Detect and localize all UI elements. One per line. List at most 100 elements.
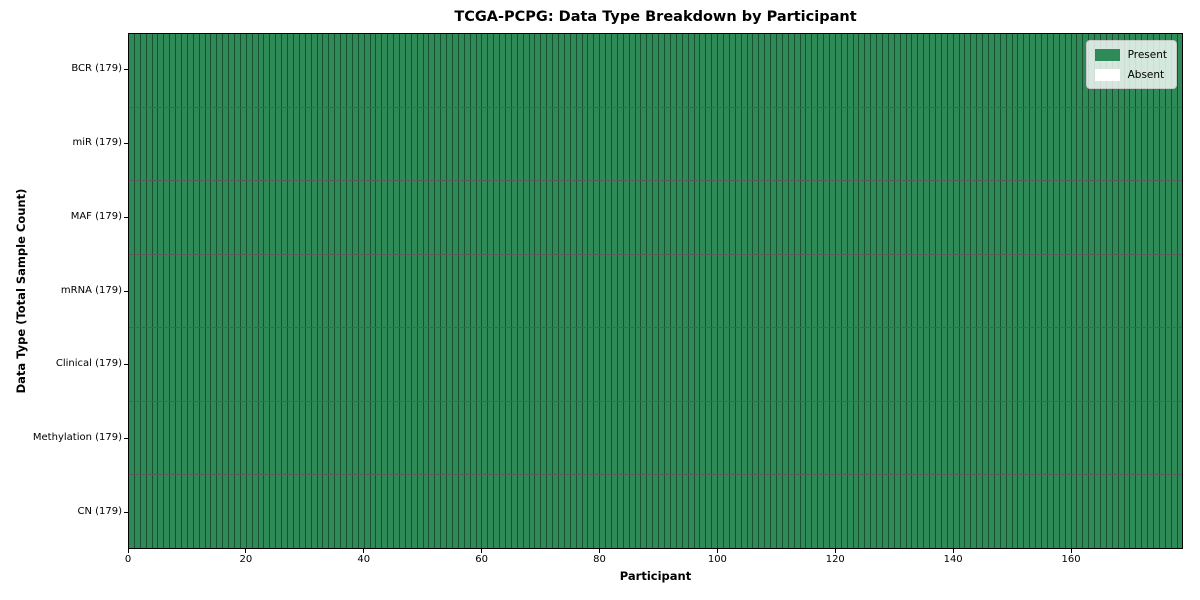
cell [859, 107, 866, 181]
cell [718, 401, 724, 475]
cell [470, 254, 477, 328]
cell [252, 254, 259, 328]
cell [712, 107, 719, 181]
cell [659, 254, 666, 328]
cell [800, 328, 807, 401]
cell [1089, 181, 1096, 254]
cell [582, 254, 589, 328]
cell [788, 254, 795, 328]
cell [411, 401, 418, 475]
cell [335, 475, 342, 549]
cell [1148, 328, 1154, 401]
cell [399, 181, 406, 254]
cell [435, 401, 442, 475]
cell [146, 107, 153, 181]
cell [511, 181, 518, 254]
cell [423, 475, 430, 549]
cell [912, 401, 919, 475]
cell [853, 107, 860, 181]
cell [1112, 328, 1119, 401]
cell [947, 401, 954, 475]
cell [447, 254, 453, 328]
cell [747, 34, 754, 107]
cell [140, 107, 147, 181]
cell [782, 254, 789, 328]
cell [441, 475, 448, 549]
cell [452, 254, 459, 328]
y-tick-mark [124, 511, 128, 513]
cell [511, 254, 518, 328]
cell [971, 34, 978, 107]
cell [270, 401, 277, 475]
cell [800, 34, 807, 107]
cell [1136, 328, 1143, 401]
cell [246, 107, 253, 181]
cell [765, 34, 772, 107]
cell [323, 254, 330, 328]
cell [399, 475, 406, 549]
legend-entry: Absent [1094, 67, 1167, 82]
cell [541, 328, 548, 401]
cell [523, 328, 530, 401]
cell [394, 181, 400, 254]
cell [299, 254, 306, 328]
cell [1036, 107, 1043, 181]
cell [930, 181, 937, 254]
cell [682, 254, 689, 328]
cell [883, 34, 889, 107]
cell [411, 328, 418, 401]
cell [470, 475, 477, 549]
cell [700, 181, 707, 254]
x-tick-label: 40 [357, 554, 371, 565]
cell [352, 475, 359, 549]
cell [1142, 475, 1149, 549]
cell [1148, 107, 1154, 181]
cell [894, 181, 901, 254]
cell [494, 328, 501, 401]
cell [293, 254, 300, 328]
cell [270, 181, 277, 254]
cell [276, 475, 283, 549]
cell [346, 181, 353, 254]
cell [559, 328, 565, 401]
cell [211, 107, 218, 181]
cell [959, 107, 966, 181]
cell [977, 34, 984, 107]
cell [164, 328, 171, 401]
cell [211, 181, 218, 254]
cell [653, 107, 660, 181]
cell [511, 475, 518, 549]
cell [1089, 328, 1096, 401]
x-tick-mark [127, 549, 129, 553]
cell [394, 401, 400, 475]
cell [494, 401, 501, 475]
cell [1171, 107, 1178, 181]
cell [582, 181, 589, 254]
y-tick-label: Clinical (179) [55, 358, 122, 370]
y-tick-label: mRNA (179) [60, 284, 122, 296]
cell [1165, 107, 1172, 181]
cell [335, 181, 342, 254]
cell [299, 328, 306, 401]
cell [729, 328, 736, 401]
cell [723, 328, 730, 401]
cell [182, 107, 188, 181]
cell [1171, 475, 1178, 549]
cell [659, 328, 666, 401]
cell [729, 475, 736, 549]
cell [847, 107, 854, 181]
cell [635, 254, 642, 328]
cell [517, 401, 524, 475]
cell [1065, 181, 1072, 254]
cell [1071, 254, 1078, 328]
cell [464, 181, 471, 254]
cell [1177, 475, 1183, 549]
cell [653, 328, 660, 401]
cell [729, 254, 736, 328]
cell [653, 475, 660, 549]
y-tick-mark [124, 216, 128, 218]
cell [729, 34, 736, 107]
cell [305, 34, 312, 107]
cell [729, 181, 736, 254]
cell [223, 107, 230, 181]
